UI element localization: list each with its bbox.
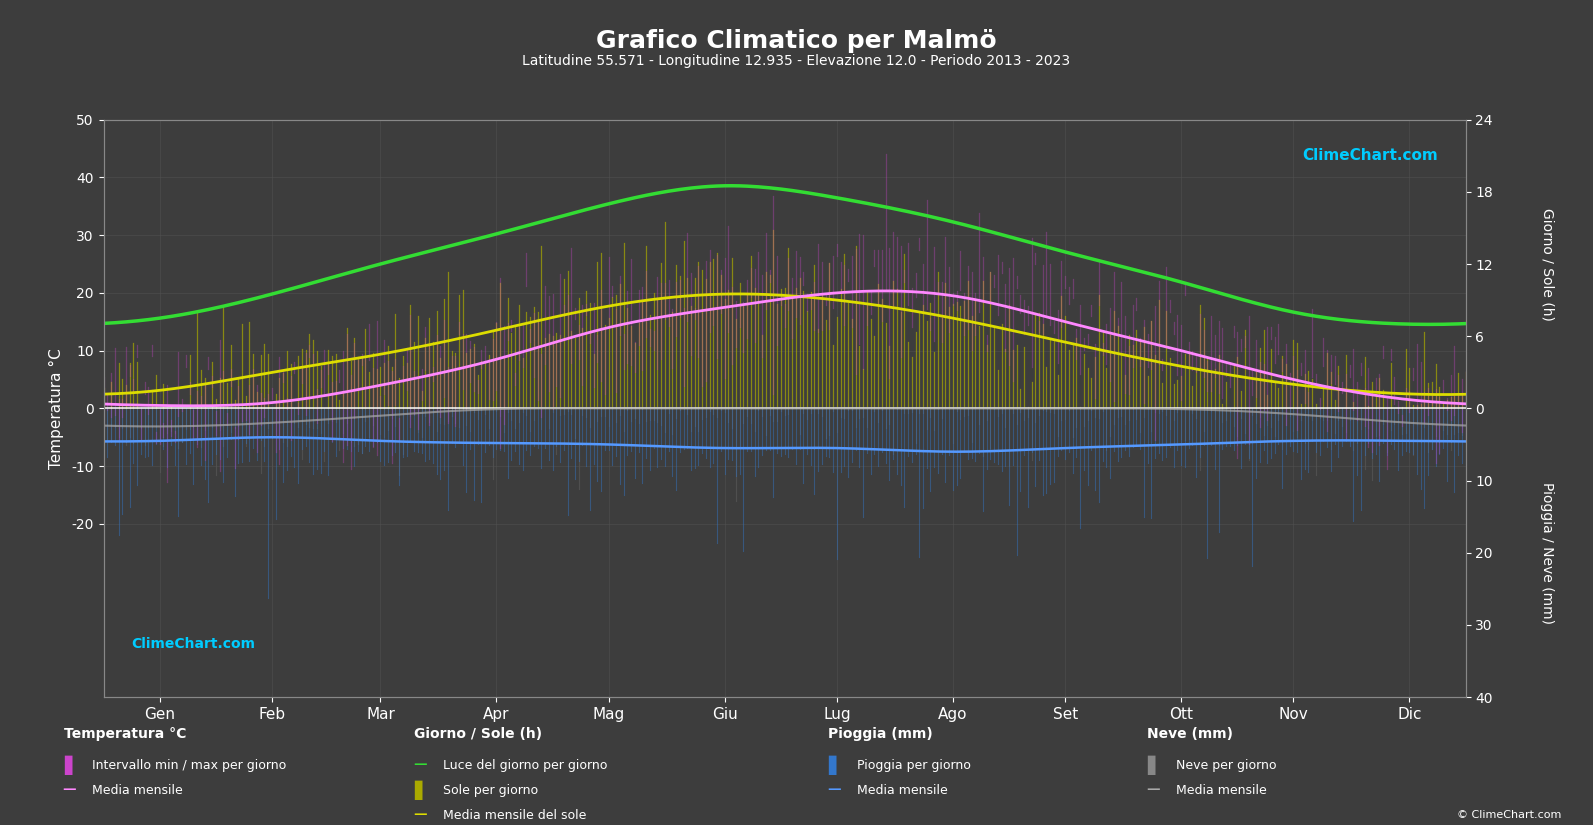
Text: Intervallo min / max per giorno: Intervallo min / max per giorno xyxy=(92,759,287,772)
Text: Giorno / Sole (h): Giorno / Sole (h) xyxy=(414,728,542,742)
Text: Media mensile: Media mensile xyxy=(1176,784,1266,797)
Text: ─: ─ xyxy=(1147,780,1158,800)
Text: Latitudine 55.571 - Longitudine 12.935 - Elevazione 12.0 - Periodo 2013 - 2023: Latitudine 55.571 - Longitudine 12.935 -… xyxy=(523,54,1070,68)
Text: Temperatura °C: Temperatura °C xyxy=(64,728,186,742)
Text: Neve per giorno: Neve per giorno xyxy=(1176,759,1276,772)
Text: ClimeChart.com: ClimeChart.com xyxy=(131,637,255,651)
Text: ─: ─ xyxy=(828,780,840,800)
Text: Luce del giorno per giorno: Luce del giorno per giorno xyxy=(443,759,607,772)
Text: ClimeChart.com: ClimeChart.com xyxy=(1303,148,1438,163)
Text: Pioggia (mm): Pioggia (mm) xyxy=(828,728,933,742)
Text: ─: ─ xyxy=(414,805,425,825)
Text: ▌: ▌ xyxy=(414,780,429,800)
Text: Media mensile: Media mensile xyxy=(857,784,948,797)
Text: Pioggia / Neve (mm): Pioggia / Neve (mm) xyxy=(1540,482,1555,624)
Y-axis label: Temperatura °C: Temperatura °C xyxy=(49,348,64,469)
Text: ─: ─ xyxy=(64,780,75,800)
Text: ▌: ▌ xyxy=(1147,756,1161,776)
Text: ▌: ▌ xyxy=(828,756,843,776)
Text: Sole per giorno: Sole per giorno xyxy=(443,784,538,797)
Text: Pioggia per giorno: Pioggia per giorno xyxy=(857,759,970,772)
Text: Giorno / Sole (h): Giorno / Sole (h) xyxy=(1540,208,1555,320)
Text: Media mensile: Media mensile xyxy=(92,784,183,797)
Text: Grafico Climatico per Malmö: Grafico Climatico per Malmö xyxy=(596,29,997,53)
Text: © ClimeChart.com: © ClimeChart.com xyxy=(1456,810,1561,820)
Text: Neve (mm): Neve (mm) xyxy=(1147,728,1233,742)
Text: Media mensile del sole: Media mensile del sole xyxy=(443,808,586,822)
Text: ─: ─ xyxy=(414,756,425,776)
Text: ▌: ▌ xyxy=(64,756,78,776)
